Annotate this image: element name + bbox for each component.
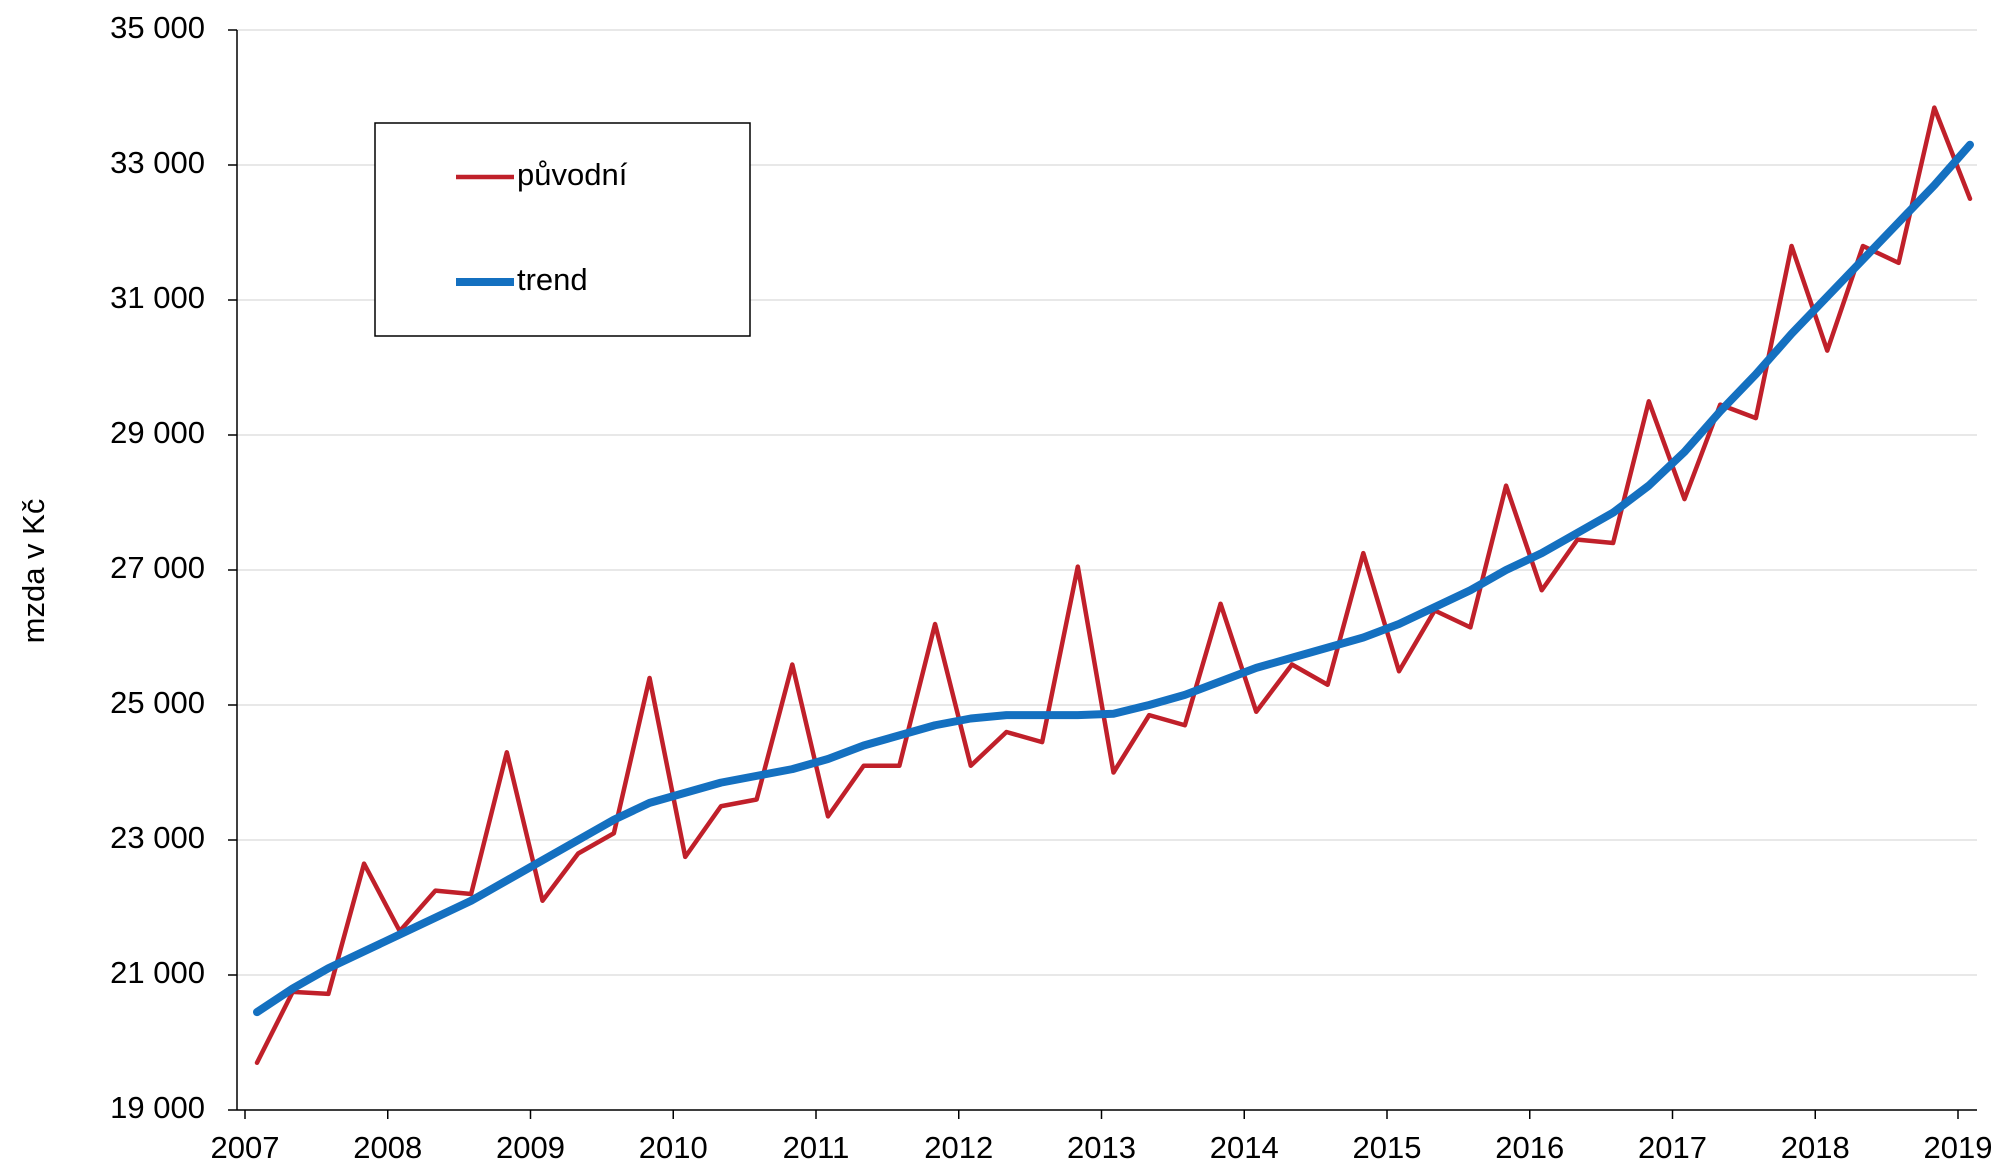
legend-label: trend xyxy=(517,262,588,297)
x-tick-label: 2014 xyxy=(1210,1130,1279,1165)
x-tick-label: 2015 xyxy=(1353,1130,1422,1165)
y-tick-label: 27 000 xyxy=(110,550,205,585)
x-tick-label: 2009 xyxy=(496,1130,565,1165)
y-tick-label: 19 000 xyxy=(110,1090,205,1125)
x-tick-label: 2011 xyxy=(783,1130,850,1165)
y-axis-title: mzda v Kč xyxy=(16,499,51,644)
x-tick-label: 2017 xyxy=(1638,1130,1707,1165)
x-tick-label: 2010 xyxy=(639,1130,708,1165)
y-tick-label: 33 000 xyxy=(110,145,205,180)
legend-label: původní xyxy=(517,157,628,192)
x-tick-label: 2012 xyxy=(924,1130,993,1165)
y-tick-label: 29 000 xyxy=(110,415,205,450)
y-tick-label: 35 000 xyxy=(110,10,205,45)
series-line xyxy=(253,140,1974,1017)
x-tick-label: 2007 xyxy=(211,1130,280,1165)
series-line xyxy=(254,105,1973,1065)
y-tick-label: 31 000 xyxy=(110,280,205,315)
x-tick-label: 2008 xyxy=(353,1130,422,1165)
y-tick-label: 25 000 xyxy=(110,685,205,720)
y-tick-label: 21 000 xyxy=(110,955,205,990)
x-tick-label: 2019 xyxy=(1924,1130,1993,1165)
y-tick-label: 23 000 xyxy=(110,820,205,855)
legend-box xyxy=(374,122,751,337)
x-tick-label: 2016 xyxy=(1495,1130,1564,1165)
x-tick-label: 2013 xyxy=(1067,1130,1136,1165)
x-tick-label: 2018 xyxy=(1781,1130,1850,1165)
legend: původní trend xyxy=(374,122,751,337)
